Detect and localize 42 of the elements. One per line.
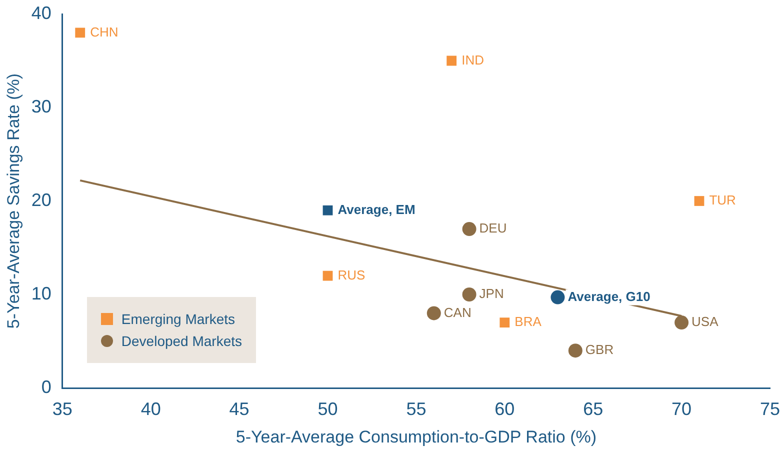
point [568,344,582,358]
legend-label: Developed Markets [120,333,242,349]
annotation: JPN [479,286,504,302]
x-tick-label: 35 [52,398,72,419]
annotation: DEU [479,220,507,236]
y-axis-title: 5-Year-Average Savings Rate (%) [4,73,23,329]
y-tick-label: 10 [31,283,52,304]
point [75,28,86,38]
y-tick-label: 0 [41,376,52,397]
y-tick-label: 30 [31,96,52,116]
point [462,288,476,302]
x-tick-label: 70 [672,398,692,419]
annotation: Average, G10 [568,288,650,304]
y-tick-label: 20 [31,190,52,210]
x-tick-label: 45 [229,398,250,419]
point [446,56,457,66]
point [322,270,333,281]
annotation: TUR [709,192,736,208]
annotation: USA [692,314,719,330]
x-tick-label: 55 [406,398,426,419]
x-tick-label: 40 [140,398,161,419]
annotation: GBR [585,342,614,358]
point [674,316,689,330]
annotation: CAN [444,304,472,320]
legend-label: Emerging Markets [120,311,236,327]
annotation: RUS [338,267,366,282]
x-tick-label: 60 [494,398,515,419]
annotation: Average, EM [338,202,416,217]
annotation: IND [462,52,484,68]
point [426,306,441,320]
point [550,290,565,304]
x-axis-title: 5-Year-Average Consumption-to-GDP Ratio (%) [236,427,597,446]
annotation: CHN [90,24,118,40]
point [462,222,476,236]
y-tick-label: 40 [31,2,52,23]
x-tick-label: 65 [583,398,604,419]
x-tick-label: 75 [760,398,780,419]
point [500,318,510,328]
point [694,196,704,206]
x-tick-label: 50 [318,398,338,419]
point [322,205,333,216]
annotation: BRA [514,314,542,330]
